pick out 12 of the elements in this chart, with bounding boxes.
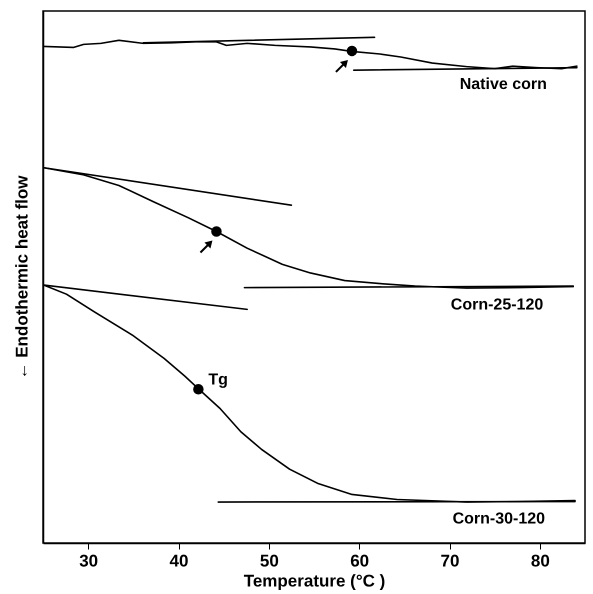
x-axis-title: Temperature (°C ) [244, 572, 386, 590]
y-axis-title: ← Endothermic heat flow [12, 174, 32, 380]
x-tick-label: 80 [530, 552, 550, 570]
series-label: Corn-30-120 [452, 510, 546, 528]
x-tick-label: 60 [350, 552, 370, 570]
x-tick-label: 50 [260, 552, 279, 570]
series-label: Corn-25-120 [450, 296, 544, 314]
annotation: Tg [208, 371, 228, 388]
series-label: Native corn [460, 76, 547, 94]
x-tick-label: 40 [170, 552, 188, 570]
x-tick-label: 70 [440, 552, 460, 570]
x-tick-label: 30 [79, 552, 98, 570]
